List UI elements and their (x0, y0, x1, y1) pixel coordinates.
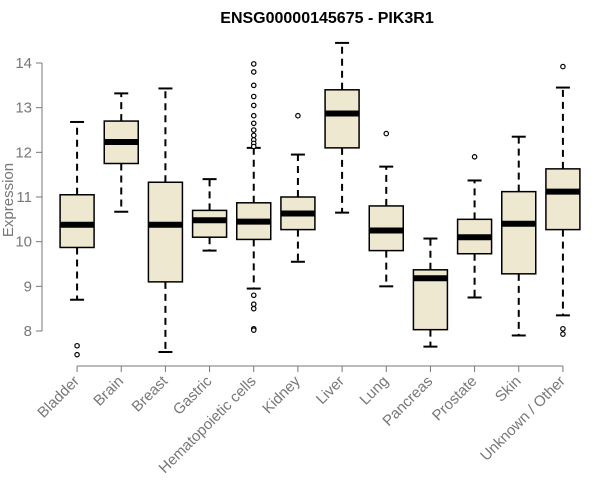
box-skin (501, 190, 537, 275)
outlier-point (250, 132, 257, 139)
y-tick-label: 10 (15, 234, 32, 251)
x-tick-label: Breast (129, 372, 172, 415)
box-bladder (59, 194, 95, 249)
outlier-point (250, 120, 257, 127)
box-liver (324, 89, 360, 149)
outlier-point (383, 130, 390, 137)
x-tick-label: Brain (90, 373, 127, 410)
y-tick-label: 8 (24, 323, 32, 340)
chart-title: ENSG00000145675 - PIK3R1 (220, 10, 434, 27)
outlier-point (250, 301, 257, 308)
outlier-point (250, 127, 257, 133)
x-tick-label: Prostate (429, 373, 481, 425)
box-gastric (191, 209, 228, 238)
outlier-point (295, 112, 301, 119)
outlier-point (74, 351, 80, 358)
outlier-point (250, 69, 257, 75)
outlier-point (250, 292, 257, 299)
outlier-point (250, 143, 257, 150)
x-tick-label: Bladder (34, 373, 83, 422)
x-tick-label: Lung (356, 373, 392, 409)
outlier-point (250, 102, 257, 109)
box-breast (147, 181, 184, 283)
outlier-point (250, 112, 257, 119)
box-unknown-other (545, 168, 581, 231)
outlier-point (250, 93, 257, 100)
outlier-point (560, 331, 566, 337)
y-tick-label: 9 (24, 278, 32, 295)
outlier-point (250, 305, 257, 312)
outlier-point (250, 327, 257, 333)
outlier-point (560, 63, 566, 70)
x-tick-label: Skin (492, 373, 525, 406)
x-tick-label: Unknown / Other (477, 373, 569, 465)
x-tick-label: Liver (313, 373, 348, 408)
y-axis-title: Expression (0, 163, 17, 237)
y-tick-label: 12 (15, 144, 32, 161)
x-tick-label: Kidney (259, 372, 304, 417)
outlier-point (250, 82, 257, 89)
y-tick-label: 11 (16, 189, 32, 206)
y-tick-label: 14 (15, 55, 32, 72)
outlier-point (74, 342, 80, 349)
outlier-point (560, 325, 566, 332)
y-tick-label: 13 (15, 100, 32, 117)
outlier-point (250, 61, 257, 67)
outlier-point (471, 154, 478, 160)
